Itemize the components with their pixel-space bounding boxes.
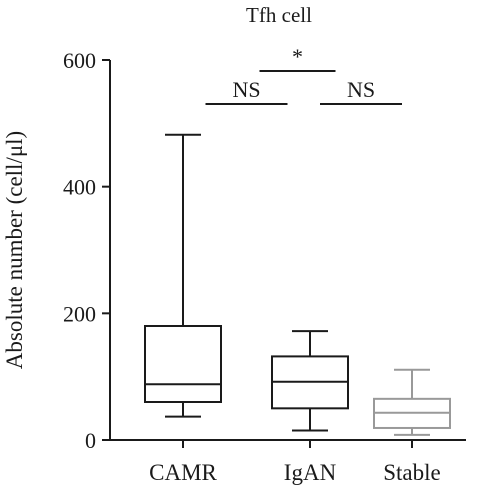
significance-label: NS (347, 77, 375, 102)
box-camr (144, 133, 222, 418)
box-group (144, 133, 451, 436)
y-axis-label: Absolute number (cell/μl) (2, 131, 27, 369)
y-tick-label: 600 (63, 48, 96, 73)
chart-title: Tfh cell (246, 3, 312, 27)
significance-label: NS (232, 77, 260, 102)
y-tick-label: 400 (63, 175, 96, 200)
x-tick-label: IgAN (284, 460, 337, 485)
iqr-box (144, 325, 222, 403)
significance-bracket: NS (320, 77, 402, 105)
significance-bracket: NS (205, 77, 288, 105)
box-igan (271, 330, 349, 432)
x-tick-label: Stable (383, 460, 441, 485)
significance-label: * (292, 44, 303, 69)
y-tick-label: 200 (63, 301, 96, 326)
axes: 0 200 400 600 CAMR IgAN Stable (63, 48, 466, 485)
significance-group: NS NS * (205, 44, 402, 105)
significance-bracket: * (259, 44, 336, 72)
x-tick-label: CAMR (149, 460, 217, 485)
y-tick-label: 0 (85, 428, 96, 453)
box-stable (373, 368, 451, 436)
